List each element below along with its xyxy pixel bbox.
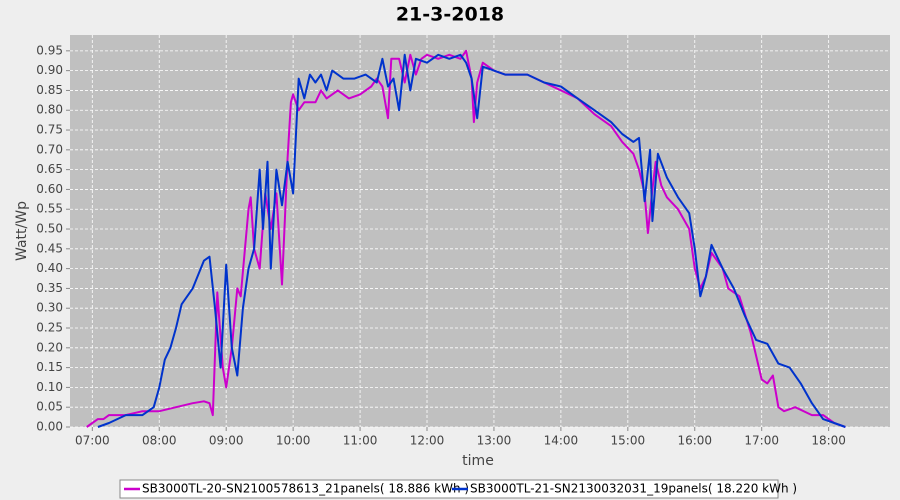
y-tick-label: 0.35 <box>36 281 63 295</box>
y-tick-label: 0.90 <box>36 63 63 77</box>
y-tick-label: 0.05 <box>36 400 63 414</box>
chart-title: 21-3-2018 <box>396 4 504 26</box>
x-tick-label: 16:00 <box>677 434 712 448</box>
x-tick-label: 12:00 <box>410 434 445 448</box>
x-tick-label: 17:00 <box>744 434 779 448</box>
x-tick-label: 08:00 <box>142 434 177 448</box>
y-tick-label: 0.80 <box>36 103 63 117</box>
y-tick-label: 0.75 <box>36 123 63 137</box>
plot <box>86 49 846 428</box>
x-tick-label: 13:00 <box>477 434 512 448</box>
legend-label: SB3000TL-20-SN2100578613_21panels( 18.88… <box>142 482 469 496</box>
x-tick-label: 10:00 <box>276 434 311 448</box>
legend <box>119 479 779 499</box>
y-tick-label: 0.20 <box>36 340 63 354</box>
legend-label: SB3000TL-21-SN2130032031_19panels( 18.22… <box>470 482 797 496</box>
x-tick-label: 15:00 <box>611 434 646 448</box>
y-tick-label: 0.50 <box>36 222 63 236</box>
series-line <box>86 49 846 428</box>
x-tick-label: 11:00 <box>343 434 378 448</box>
x-tick-label: 14:00 <box>544 434 579 448</box>
y-tick-label: 0.30 <box>36 301 63 315</box>
y-tick-label: 0.45 <box>36 241 63 255</box>
series-line <box>97 53 846 428</box>
y-tick-label: 0.55 <box>36 202 63 216</box>
y-tick-label: 0.15 <box>36 360 63 374</box>
y-tick-label: 0.10 <box>36 380 63 394</box>
y-tick-label: 0.85 <box>36 83 63 97</box>
y-tick-label: 0.00 <box>36 420 63 434</box>
x-tick-label: 07:00 <box>75 434 110 448</box>
y-tick-label: 0.60 <box>36 182 63 196</box>
x-tick-label: 18:00 <box>811 434 846 448</box>
y-tick-label: 0.25 <box>36 321 63 335</box>
y-tick-label: 0.65 <box>36 162 63 176</box>
x-axis-label: time <box>462 453 494 469</box>
y-tick-label: 0.40 <box>36 261 63 275</box>
x-tick-label: 09:00 <box>209 434 244 448</box>
y-tick-label: 0.95 <box>36 43 63 57</box>
y-axis-label: Watt/Wp <box>14 201 30 261</box>
y-tick-label: 0.70 <box>36 142 63 156</box>
